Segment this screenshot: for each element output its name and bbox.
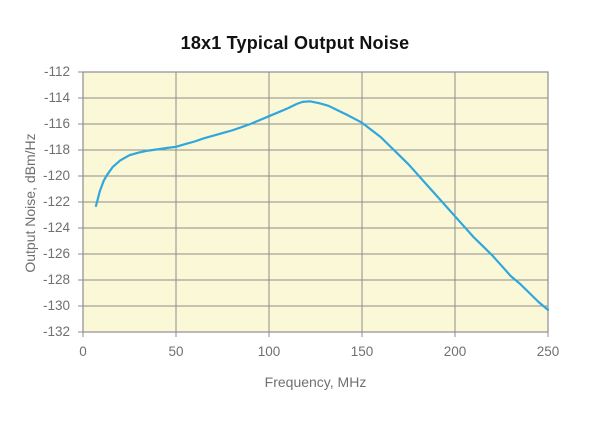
y-tick-label: -112: [43, 64, 70, 79]
x-axis-label: Frequency, MHz: [264, 374, 367, 390]
y-tick-label: -130: [42, 298, 70, 313]
chart-title: 18x1 Typical Output Noise: [180, 33, 410, 53]
x-tick-label: 0: [79, 344, 87, 359]
y-tick-label: -128: [42, 272, 70, 287]
y-tick-label: -114: [43, 90, 70, 105]
x-tick-label: 200: [443, 344, 467, 359]
y-tick-label: -132: [42, 324, 70, 339]
x-tick-label: 150: [350, 344, 374, 359]
y-tick-label: -116: [43, 116, 70, 131]
x-tick-label: 50: [168, 344, 184, 359]
y-tick-label: -122: [42, 194, 70, 209]
x-tick-label: 100: [257, 344, 281, 359]
y-tick-label: -118: [43, 142, 70, 157]
plot-border: [82, 71, 549, 333]
y-tick-label: -126: [42, 246, 70, 261]
y-tick-label: -124: [42, 220, 70, 235]
noise-curve: [94, 100, 550, 311]
x-tick-label: 250: [536, 344, 560, 359]
y-tick-label: -120: [42, 168, 70, 183]
